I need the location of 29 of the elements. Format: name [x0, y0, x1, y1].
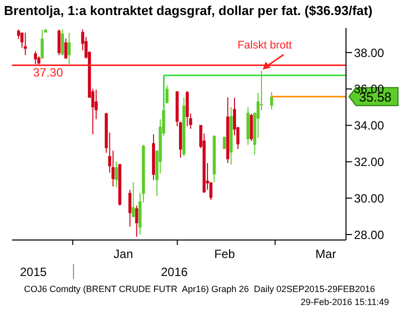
candlestick [24, 32, 27, 56]
candlestick [128, 189, 132, 228]
candlestick [270, 92, 274, 110]
candlestick [68, 32, 71, 65]
candlestick [58, 28, 61, 56]
annotation: Falskt brott [237, 40, 292, 52]
candlestick [40, 28, 44, 59]
candlestick [132, 182, 135, 218]
candlestick [60, 28, 64, 56]
x-tick-label: Jan [114, 247, 134, 261]
text: 2016 [161, 265, 188, 279]
text: 2015 [20, 265, 47, 279]
x-tick-label: Mar [315, 247, 336, 261]
candlestick [34, 50, 37, 65]
candlestick [17, 28, 20, 40]
y-tick-label: 34.00 [354, 118, 384, 133]
candlestick [64, 38, 68, 60]
chart-title: Brentolja, 1:a kontraktet dagsgraf, dollar per fat. ($36.93/fat) [4, 3, 372, 18]
x-tick-label: Feb [214, 247, 236, 261]
candlestick [114, 161, 118, 188]
text: COJ6 Comdty (BRENT CRUDE FUTR Apr16) Graph 26 Daily 02SEP2015-29FEB2016 [24, 284, 375, 294]
y-tick-label: 28.00 [354, 228, 384, 242]
y-tick-label: 38.00 [354, 46, 384, 60]
candlestick [135, 205, 138, 238]
ref-line-label: 37.30 [33, 65, 64, 80]
candlestick [166, 85, 169, 104]
text: 29-Feb-2016 15:11:49 [300, 297, 389, 307]
y-tick-label: 32.00 [354, 155, 384, 170]
y-tick-label: 30.00 [354, 191, 384, 206]
